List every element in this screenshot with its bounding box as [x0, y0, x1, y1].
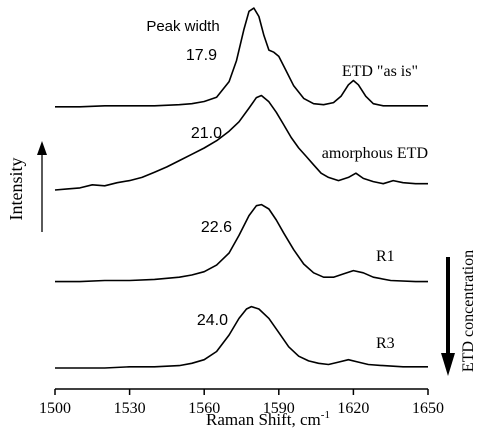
x-tick-label-1620: 1620	[337, 400, 369, 417]
series-label-etd-as-is: ETD "as is"	[342, 63, 418, 80]
x-tick-label-1560: 1560	[188, 400, 220, 417]
series-label-r3: R3	[376, 335, 395, 352]
peak-width-label-amorphous: 21.0	[191, 125, 222, 142]
y-axis-label: Intensity	[6, 158, 26, 221]
concentration-label: ETD concentration	[460, 250, 477, 372]
spectrum-line-r1	[55, 203, 428, 283]
intensity-arrow-head	[37, 141, 47, 155]
concentration-arrow-head	[441, 353, 455, 376]
series-label-r1: R1	[376, 248, 395, 265]
x-tick-label-1650: 1650	[412, 400, 444, 417]
series-label-amorphous: amorphous ETD	[322, 145, 428, 162]
peak-width-label-etd-as-is: 17.9	[186, 47, 217, 64]
spectrum-line-r3	[55, 305, 428, 369]
spectrum-line-amorphous	[54, 94, 428, 191]
peak-width-label-r3: 24.0	[197, 312, 228, 329]
x-tick-label-1500: 1500	[39, 400, 71, 417]
x-tick-label-1530: 1530	[114, 400, 146, 417]
peak-width-header: Peak width	[146, 18, 219, 35]
x-axis-label: Raman Shift, cm-1	[206, 409, 330, 429]
x-ticks: 1500 1530 1560 1590 1620 1650	[39, 389, 444, 417]
spectrum-line-etd-as-is	[55, 7, 428, 108]
peak-width-label-r1: 22.6	[201, 219, 232, 236]
spectra-group	[54, 7, 428, 369]
x-tick-label-1590: 1590	[263, 400, 295, 417]
x-axis-label-superscript: -1	[321, 409, 330, 421]
